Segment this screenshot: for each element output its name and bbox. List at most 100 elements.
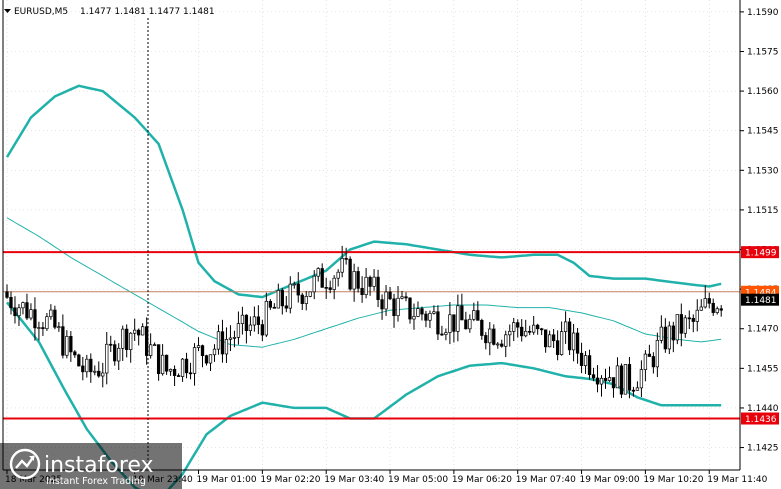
candle-body-bear — [536, 324, 540, 330]
x-tick-label: 19 Mar 09:00 — [580, 475, 640, 485]
candle-body-bull — [85, 358, 89, 373]
candle-body-bull — [208, 354, 213, 364]
candle-body-bull — [352, 271, 356, 290]
candle-body-bull — [117, 347, 121, 362]
candle-body-bear — [631, 389, 636, 392]
candle-body-bull — [496, 343, 500, 346]
candle-body-bear — [300, 294, 304, 304]
candle-body-bear — [424, 313, 428, 321]
candle-body-bear — [476, 310, 480, 321]
candle-body-bull — [192, 347, 197, 374]
candle-body-bull — [304, 296, 308, 304]
candle-body-bear — [711, 302, 715, 313]
candle-body-bear — [137, 329, 141, 336]
candle-body-bear — [579, 352, 584, 366]
y-tick-label: 1.1575 — [747, 47, 779, 57]
candle-body-bull — [571, 332, 576, 351]
candle-body-bear — [184, 358, 189, 374]
candle-body-bear — [69, 336, 73, 353]
y-tick-label: 1.1455 — [747, 364, 779, 374]
candle-body-bear — [33, 309, 37, 329]
candle-body-bear — [492, 328, 496, 345]
ohlc-values: 1.1477 1.1481 1.1477 1.1481 — [80, 7, 215, 17]
candle-body-bear — [368, 276, 372, 287]
bollinger-bands — [5, 84, 722, 489]
candle-body-bear — [360, 287, 364, 295]
candle-body-bull — [21, 302, 25, 309]
candle-body-bear — [707, 298, 711, 304]
candle-body-bull — [488, 328, 492, 344]
candle-body-bear — [551, 334, 556, 342]
candle-body-bear — [77, 354, 81, 367]
candle-body-bear — [109, 343, 113, 346]
candle-body-bear — [575, 332, 580, 354]
candle-body-bull — [504, 334, 508, 347]
candle-body-bear — [272, 306, 276, 309]
candle-body-bear — [260, 324, 265, 336]
y-tick-label: 1.1470 — [747, 325, 779, 335]
candle-body-bull — [17, 307, 21, 317]
y-tick-label: 1.1590 — [747, 8, 779, 18]
x-tick-label: 19 Mar 03:40 — [324, 475, 384, 485]
candle-body-bear — [460, 305, 464, 321]
candle-body-bear — [320, 268, 324, 288]
candle-body-bull — [93, 370, 97, 373]
candle-body-bear — [420, 308, 424, 315]
candle-body-bear — [256, 316, 261, 325]
candle-body-bull — [468, 318, 472, 330]
candle-body-bull — [232, 336, 237, 339]
candle-body-bull — [583, 355, 588, 366]
candle-body-bull — [524, 330, 528, 337]
candle-body-bear — [348, 258, 352, 290]
candle-body-bull — [699, 306, 703, 311]
candle-body-bull — [45, 316, 49, 330]
candle-body-bull — [312, 275, 316, 293]
chart-grid — [3, 0, 740, 470]
candle-body-bear — [651, 356, 656, 368]
candle-body-bear — [61, 326, 65, 356]
candle-body-bear — [440, 333, 444, 336]
candle-body-bear — [376, 276, 380, 300]
candle-body-bear — [13, 307, 17, 317]
candle-body-bear — [280, 290, 284, 307]
candle-body-bull — [655, 339, 660, 368]
candle-body-bull — [635, 387, 640, 391]
candle-body-bull — [292, 283, 296, 286]
candle-body-bear — [200, 345, 205, 356]
candle-body-bear — [603, 377, 608, 381]
y-tick-label: 1.1560 — [747, 87, 779, 97]
candle-body-bear — [687, 317, 691, 320]
x-tick-label: 19 Mar 11:40 — [707, 475, 767, 485]
candle-body-bull — [336, 271, 340, 279]
candle-body-bear — [328, 287, 332, 290]
candle-body-bull — [715, 308, 719, 313]
candle-body-bull — [432, 311, 436, 314]
candle-body-bear — [244, 314, 249, 331]
candle-body-bear — [555, 340, 560, 355]
candlesticks — [5, 245, 723, 399]
dropdown-triangle-icon[interactable] — [4, 9, 11, 13]
candle-body-bear — [663, 326, 667, 350]
candle-body-bull — [168, 369, 173, 372]
candle-body-bear — [125, 328, 129, 350]
candle-body-bull — [308, 291, 312, 297]
candle-body-bear — [647, 353, 652, 357]
candle-body-bear — [172, 369, 177, 376]
candle-body-bull — [340, 258, 344, 273]
x-tick-label: 19 Mar 02:20 — [260, 475, 320, 485]
candle-body-bull — [472, 310, 476, 320]
candle-body-bull — [129, 332, 133, 350]
candle-body-bull — [384, 291, 388, 310]
candle-body-bear — [500, 343, 504, 347]
candle-body-bull — [240, 314, 245, 324]
candle-body-bull — [639, 369, 644, 389]
candle-body-bull — [101, 372, 105, 377]
candle-body-bear — [671, 325, 675, 341]
candle-body-bear — [388, 291, 392, 300]
candle-body-bear — [145, 326, 149, 356]
candle-body-bull — [615, 365, 620, 389]
instaforex-logo: instaforex Instant Forex Trading — [0, 443, 182, 489]
candle-body-bull — [675, 314, 679, 341]
